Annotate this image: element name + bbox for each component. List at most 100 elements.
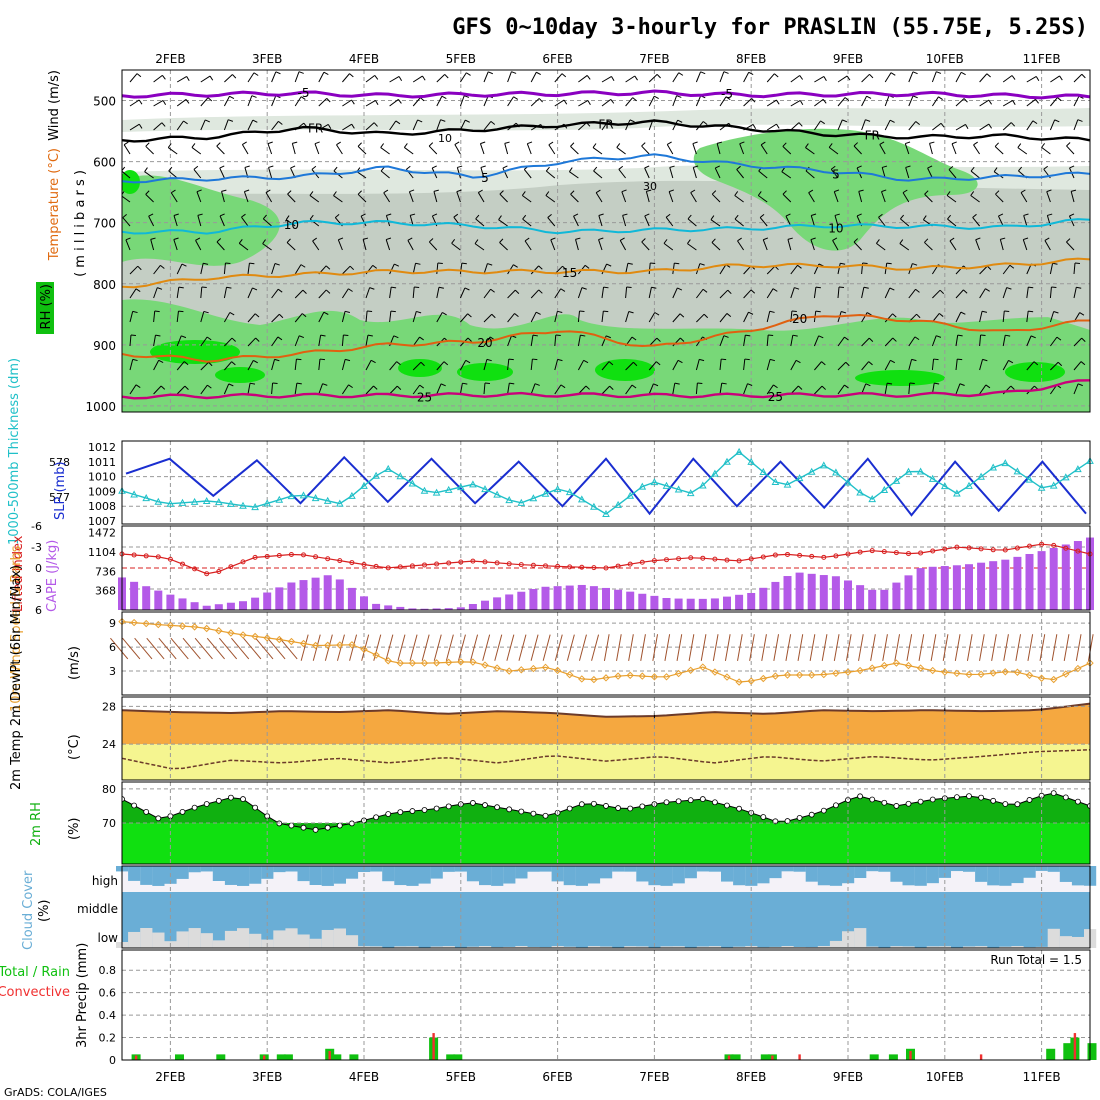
wind-barb-flag xyxy=(900,214,905,220)
wind-barb xyxy=(719,71,725,83)
wind-barb xyxy=(483,359,488,371)
wind-barb xyxy=(743,311,749,323)
wind-barb-flag xyxy=(561,73,567,78)
cloud-low-gap xyxy=(152,932,165,948)
wind10-marker xyxy=(541,663,550,672)
li-marker xyxy=(301,552,306,558)
temp2m-unit-label: (°C) xyxy=(67,734,82,760)
cloud-high-bar xyxy=(285,866,298,872)
wind-barb-flag xyxy=(641,238,646,243)
rh2m-marker xyxy=(1075,798,1081,805)
thickness-marker xyxy=(832,468,840,476)
wind-barb xyxy=(530,311,537,323)
wind-barb xyxy=(972,217,980,227)
wind-barb xyxy=(805,147,815,155)
wind-barb xyxy=(648,361,657,371)
thickness-marker xyxy=(529,494,538,502)
wind-barb-flag xyxy=(290,165,296,169)
slp-line xyxy=(125,455,1087,517)
wind-barb-flag xyxy=(570,142,575,147)
wind10-barb xyxy=(700,634,707,661)
wind10-barb xyxy=(267,637,286,660)
wind-barb-flag xyxy=(416,310,422,314)
wind-barb-flag xyxy=(380,143,385,148)
wind-barb-flag xyxy=(296,358,302,361)
wind10-marker xyxy=(662,673,671,681)
wind-barb-flag xyxy=(255,337,260,342)
wind-barb xyxy=(291,143,296,155)
wind-barb-flag xyxy=(504,141,510,144)
wind-barb xyxy=(621,191,627,203)
wind-barb xyxy=(507,71,512,83)
wind-barb-flag xyxy=(538,98,543,103)
wind10-barb xyxy=(845,634,852,661)
wind-barb-flag xyxy=(373,122,378,127)
top-day-labels: 2FEB 3FEB 4FEB 5FEB 6FEB 7FEB 8FEB 9FEB 10FEB 11F… xyxy=(155,52,1060,66)
wind-barb-flag xyxy=(560,288,566,292)
cape-bar xyxy=(759,587,768,610)
wind-barb-flag xyxy=(632,97,637,102)
wind-barb-flag xyxy=(679,313,685,318)
wind-barb xyxy=(790,264,798,275)
wind-barb xyxy=(908,95,914,107)
wind-barb-flag xyxy=(570,190,575,195)
wind-barb-flag xyxy=(799,75,804,80)
wind-barb xyxy=(710,219,721,227)
cloud-high-bar xyxy=(261,866,274,879)
wind-barb xyxy=(719,359,722,371)
wind10-barb xyxy=(470,634,479,661)
wind-barb xyxy=(1002,75,1013,83)
li-marker xyxy=(180,561,185,567)
wind-barb xyxy=(905,167,910,179)
slp-tick-label: 1007 xyxy=(88,515,116,528)
wind-barb xyxy=(790,287,795,299)
top-day-label: 10FEB xyxy=(926,52,964,66)
cape-bar xyxy=(807,573,816,610)
wind-barb-flag xyxy=(203,310,209,314)
wind-barb xyxy=(129,334,132,347)
wind10-barb xyxy=(737,634,743,661)
rh2m-marker xyxy=(893,803,900,809)
cloud-low-gap xyxy=(273,930,286,948)
rh2m-unit-label: (%) xyxy=(67,818,82,841)
cape-bar xyxy=(577,584,586,610)
wind10-marker xyxy=(989,669,997,677)
wind-barb xyxy=(436,119,442,131)
wind-barb xyxy=(409,215,414,227)
wind-barb xyxy=(813,335,820,347)
wind-barb xyxy=(554,288,562,299)
wind-barb-flag xyxy=(573,213,579,217)
wind-barb xyxy=(1073,73,1083,83)
li-marker xyxy=(591,565,597,571)
wind-barb xyxy=(719,335,725,347)
wind-barb-flag xyxy=(390,310,396,313)
li-marker xyxy=(1051,542,1057,548)
cloud-high-bar xyxy=(600,866,613,879)
wind-barb-flag xyxy=(808,189,814,194)
wind-barb xyxy=(790,360,797,371)
wind-barb xyxy=(412,311,417,323)
wind-barb xyxy=(216,145,225,155)
wind-barb-flag xyxy=(511,71,517,74)
li-marker xyxy=(603,565,609,571)
wind-barb xyxy=(200,97,209,107)
wind-barb-flag xyxy=(122,214,127,219)
wind-barb-flag xyxy=(703,121,708,125)
wind-barb xyxy=(380,170,390,179)
wind-barb xyxy=(861,287,865,299)
wind-barb-flag xyxy=(832,237,838,241)
temp-line xyxy=(121,702,1091,718)
wind-barb xyxy=(474,243,485,251)
wind-barb xyxy=(153,265,161,275)
cloud-high-bar xyxy=(491,866,504,886)
cape-bar xyxy=(831,576,840,610)
rh-bright-2 xyxy=(215,367,265,383)
wind-barb xyxy=(247,95,253,107)
wind-barb xyxy=(357,193,367,203)
wind-barb-flag xyxy=(183,120,188,125)
rh10-contour-label: 10 xyxy=(438,132,452,145)
wind-barb xyxy=(853,241,862,251)
wind-barb xyxy=(970,195,980,203)
wind-barb xyxy=(672,313,681,323)
wind-barb-flag xyxy=(869,73,874,79)
